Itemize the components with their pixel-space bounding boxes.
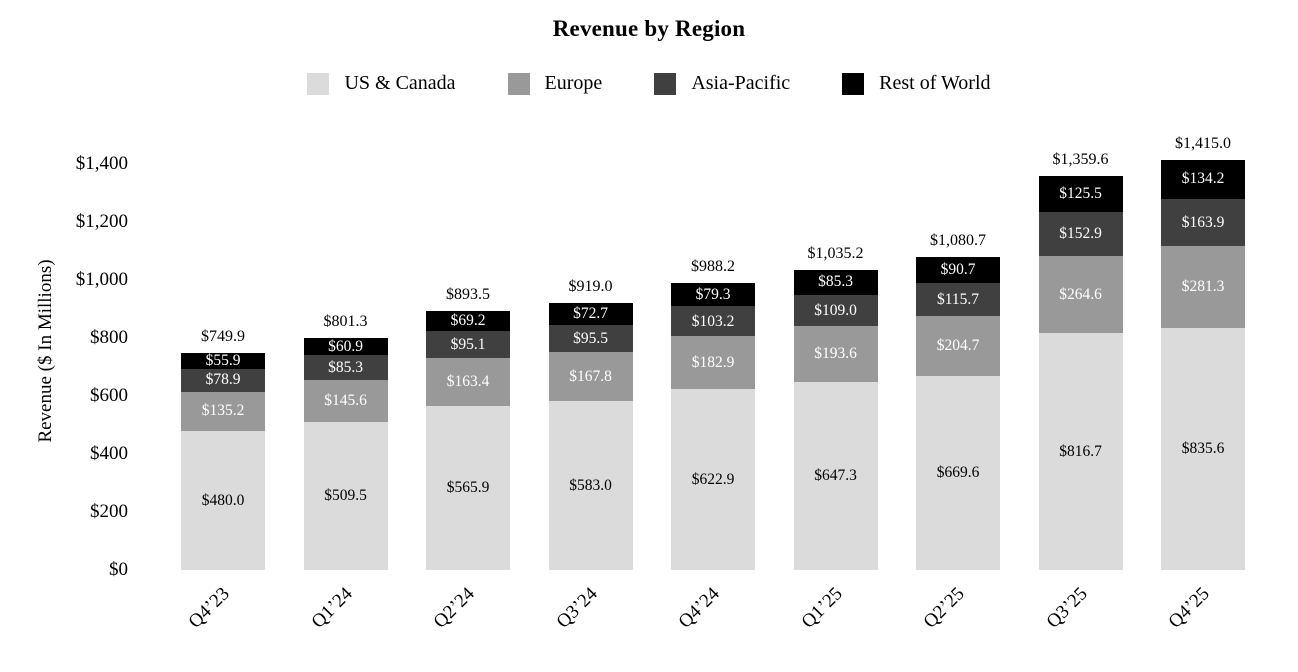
x-tick-label: Q4’24 <box>674 583 725 633</box>
y-tick-label: $1,400 <box>75 153 128 174</box>
bar-segment-us-canada: $647.3 <box>793 382 878 570</box>
bar-segment-europe: $193.6 <box>793 326 878 383</box>
x-tick-label: Q1’25 <box>797 583 847 633</box>
bar-total-label: $1,035.2 <box>807 244 864 262</box>
bar-segment-rest-of-world: $125.5 <box>1038 175 1123 213</box>
y-tick-label: $800 <box>90 327 128 348</box>
y-tick-label: $600 <box>90 385 128 406</box>
legend-label: Asia-Pacific <box>691 72 791 94</box>
bar-segment-asia-pacific: $95.5 <box>548 324 633 353</box>
x-tick-label: Q1’24 <box>307 583 357 633</box>
y-tick-label: $400 <box>90 443 128 464</box>
legend-item-europe: Europe <box>507 72 603 95</box>
x-tick-label: Q4’23 <box>184 583 235 633</box>
legend-swatch-asia-pacific-icon <box>654 72 677 95</box>
bar-segment-rest-of-world: $55.9 <box>181 352 265 369</box>
legend-item-us-canada: US & Canada <box>307 72 456 95</box>
bar-segment-rest-of-world: $134.2 <box>1161 159 1245 199</box>
bar-segment-rest-of-world: $79.3 <box>671 283 755 307</box>
bar-total-label: $749.9 <box>201 327 245 345</box>
bar-segment-us-canada: $583.0 <box>548 400 633 570</box>
bar-total-label: $1,080.7 <box>930 231 986 249</box>
bar-total-label: $893.5 <box>446 285 490 303</box>
bar-segment-rest-of-world: $90.7 <box>916 256 1000 283</box>
legend-label: US & Canada <box>344 72 456 94</box>
bar-total-label: $801.3 <box>323 312 368 330</box>
bar-segment-europe: $182.9 <box>671 336 755 390</box>
bar-q3-24: $72.7 $95.5 $167.8 $583.0 <box>548 303 633 570</box>
bar-segment-europe: $163.4 <box>426 358 510 406</box>
bar-segment-rest-of-world: $69.2 <box>426 310 510 331</box>
bar-total-label: $1,415.0 <box>1175 134 1231 152</box>
x-tick-label: Q4’25 <box>1164 583 1215 633</box>
bar-segment-us-canada: $669.6 <box>916 375 1000 570</box>
y-tick-label: $1,000 <box>75 269 128 290</box>
bar-segment-rest-of-world: $60.9 <box>303 337 388 356</box>
bar-q4-24: $79.3 $103.2 $182.9 $622.9 <box>671 283 755 570</box>
bar-segment-europe: $135.2 <box>181 391 265 431</box>
x-tick-label: Q2’24 <box>429 583 480 633</box>
bar-q4-25: $134.2 $163.9 $281.3 $835.6 <box>1161 159 1245 570</box>
bar-segment-us-canada: $509.5 <box>303 422 388 570</box>
x-tick-label: Q2’25 <box>919 583 970 633</box>
bar-segment-europe: $145.6 <box>303 380 388 423</box>
y-tick-label: $200 <box>90 501 128 522</box>
bar-segment-europe: $204.7 <box>916 316 1000 376</box>
y-tick-label: $0 <box>109 559 128 580</box>
x-tick-label: Q3’24 <box>552 583 602 633</box>
bar-segment-europe: $264.6 <box>1038 256 1123 334</box>
legend-item-asia-pacific: Asia-Pacific <box>654 72 790 95</box>
y-tick-label: $1,200 <box>75 211 128 232</box>
x-tick-label: Q3’25 <box>1042 583 1092 633</box>
legend-item-rest-of-world: Rest of World <box>842 72 991 95</box>
bar-total-label: $919.0 <box>568 278 613 296</box>
bar-segment-asia-pacific: $163.9 <box>1161 198 1245 247</box>
bar-q2-24: $69.2 $95.1 $163.4 $565.9 <box>426 310 510 570</box>
bar-segment-us-canada: $816.7 <box>1038 333 1123 570</box>
legend: US & Canada Europe Asia-Pacific Rest of Wor… <box>0 72 1298 95</box>
bar-segment-asia-pacific: $103.2 <box>671 306 755 337</box>
bar-segment-asia-pacific: $78.9 <box>181 368 265 392</box>
bar-q2-25: $90.7 $115.7 $204.7 $669.6 <box>916 256 1000 570</box>
legend-swatch-rest-of-world-icon <box>842 72 865 95</box>
bar-segment-asia-pacific: $109.0 <box>793 294 878 327</box>
bar-q1-24: $60.9 $85.3 $145.6 $509.5 <box>303 337 388 570</box>
bar-q3-25: $125.5 $152.9 $264.6 $816.7 <box>1038 175 1123 570</box>
legend-swatch-europe-icon <box>507 72 530 95</box>
bar-segment-asia-pacific: $152.9 <box>1038 212 1123 257</box>
bar-segment-us-canada: $565.9 <box>426 405 510 570</box>
bar-segment-asia-pacific: $95.1 <box>426 330 510 359</box>
bar-segment-us-canada: $480.0 <box>181 430 265 570</box>
bar-segment-asia-pacific: $85.3 <box>303 355 388 380</box>
bar-q1-25: $85.3 $109.0 $193.6 $647.3 <box>793 269 878 570</box>
legend-label: Europe <box>544 72 603 94</box>
bar-segment-rest-of-world: $72.7 <box>548 303 633 325</box>
legend-label: Rest of World <box>879 72 991 94</box>
bar-segment-asia-pacific: $115.7 <box>916 282 1000 317</box>
bar-segment-us-canada: $622.9 <box>671 389 755 570</box>
bar-total-label: $1,359.6 <box>1052 150 1109 168</box>
legend-swatch-us-canada-icon <box>307 72 330 95</box>
bar-total-label: $988.2 <box>691 258 735 276</box>
bar-q4-23: $55.9 $78.9 $135.2 $480.0 <box>181 352 265 571</box>
chart-title: Revenue by Region <box>552 16 746 41</box>
bar-segment-europe: $167.8 <box>548 352 633 401</box>
bar-segment-rest-of-world: $85.3 <box>793 269 878 295</box>
bar-segment-europe: $281.3 <box>1161 246 1245 328</box>
bar-segment-us-canada: $835.6 <box>1161 327 1245 570</box>
